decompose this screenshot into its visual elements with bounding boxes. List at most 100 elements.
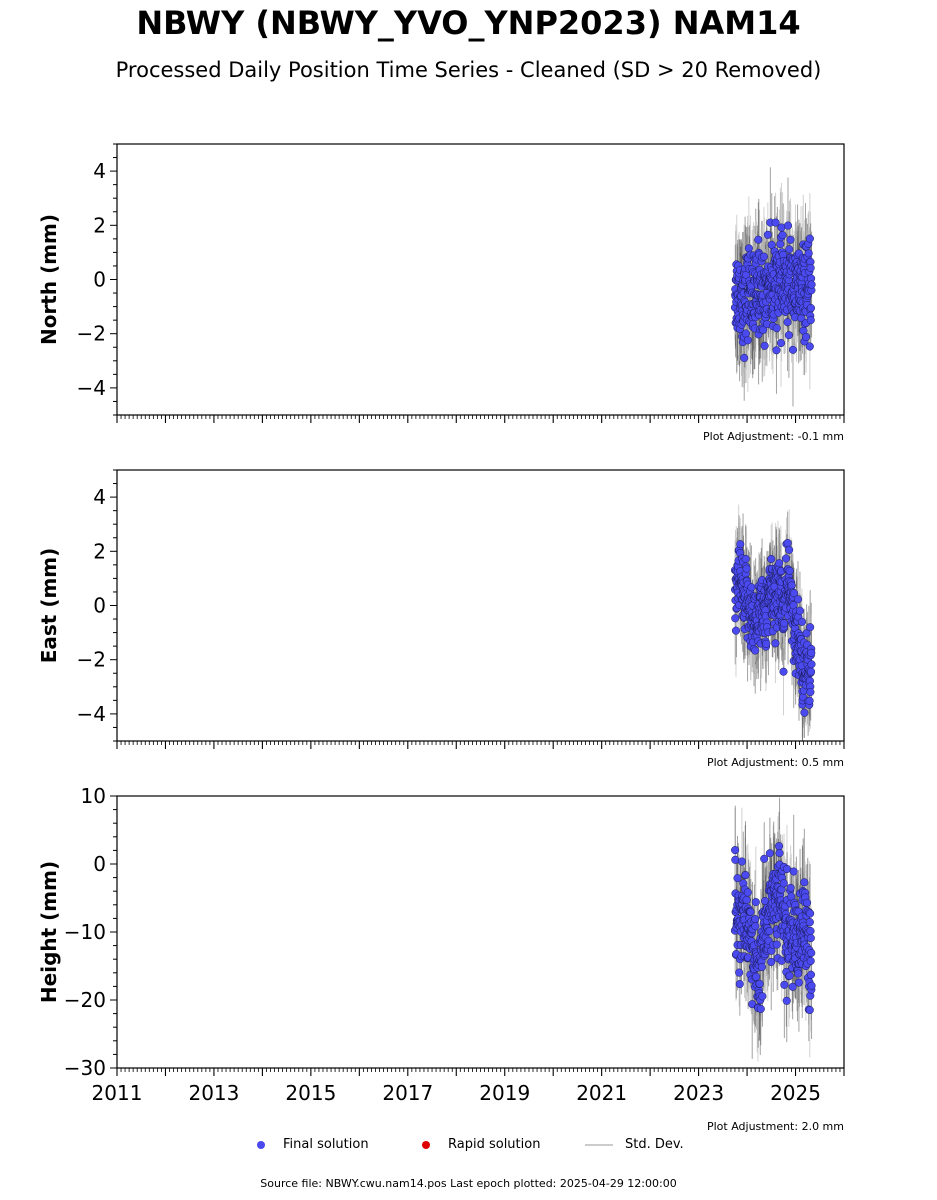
final-point <box>806 909 815 918</box>
x-tick-label: 2013 <box>188 1081 239 1105</box>
panel-2: −30 −20 −10 0 10 2011 2013 2015 2017 2019 2021 2023… <box>37 784 845 1133</box>
final-point <box>805 1005 814 1015</box>
final-point <box>767 957 776 967</box>
legend-stddev: Std. Dev. <box>585 1137 684 1152</box>
y-tick-label: 4 <box>93 485 106 509</box>
y-tick-label: 0 <box>93 594 106 618</box>
legend-final: Final solution <box>257 1137 369 1152</box>
final-point <box>755 979 764 988</box>
final-point <box>785 545 794 554</box>
final-point <box>741 554 750 564</box>
final-point <box>801 332 811 341</box>
y-axis-label: Height (mm) <box>37 861 61 1003</box>
y-tick-label: −10 <box>64 920 106 944</box>
final-point <box>786 235 795 244</box>
final-point <box>731 626 741 635</box>
final-point <box>785 566 794 575</box>
final-point <box>781 554 791 563</box>
legend-stddev-label: Std. Dev. <box>625 1137 684 1152</box>
legend: Final solution Rapid solution Std. Dev. <box>0 1137 937 1157</box>
plot-adjustment-label: Plot Adjustment: 0.5 mm <box>707 756 844 769</box>
legend-rapid-label: Rapid solution <box>448 1137 541 1152</box>
final-point <box>806 316 815 325</box>
final-point <box>790 589 799 598</box>
x-tick-label: 2017 <box>382 1081 433 1105</box>
final-point <box>807 981 816 990</box>
y-tick-label: −20 <box>64 988 106 1012</box>
final-point <box>775 842 784 851</box>
final-point <box>742 564 751 573</box>
final-point <box>780 980 789 989</box>
final-point <box>805 342 814 351</box>
final-point <box>806 304 815 313</box>
y-tick-label: 0 <box>93 852 106 876</box>
final-point <box>783 318 792 327</box>
final-point <box>759 252 768 261</box>
final-point <box>789 867 798 876</box>
final-point <box>760 854 769 863</box>
final-point <box>772 324 781 333</box>
chart-subtitle: Processed Daily Position Time Series - C… <box>115 58 822 82</box>
final-point <box>776 338 786 348</box>
final-point <box>772 940 781 949</box>
final-point <box>794 978 803 987</box>
final-point <box>779 667 788 676</box>
final-point <box>806 956 815 966</box>
y-tick-label: 0 <box>93 268 106 292</box>
final-solution-marker-icon <box>257 1140 265 1149</box>
y-tick-label: 2 <box>93 539 106 563</box>
final-point <box>772 346 781 355</box>
final-point <box>806 263 815 272</box>
final-point <box>762 639 771 648</box>
chart-title: NBWY (NBWY_YVO_YNP2023) NAM14 <box>136 4 801 42</box>
final-point <box>736 540 745 549</box>
final-point <box>785 971 794 980</box>
final-point <box>806 623 815 632</box>
panel-1: −4 −2 0 2 4 East (mm) Plot Adjustment: 0.5 mm <box>37 469 845 769</box>
final-point <box>759 325 768 334</box>
final-point <box>740 353 749 362</box>
final-point <box>788 345 798 354</box>
final-point <box>767 554 776 564</box>
final-point <box>757 963 766 972</box>
final-point <box>765 849 774 858</box>
final-point <box>800 708 809 717</box>
final-point <box>807 648 816 657</box>
final-point <box>754 235 763 244</box>
final-point <box>806 970 816 979</box>
final-point <box>763 230 772 239</box>
y-tick-label: 2 <box>93 213 106 237</box>
final-point <box>743 336 752 345</box>
final-point <box>783 221 793 230</box>
legend-final-label: Final solution <box>283 1137 369 1152</box>
final-point <box>807 660 816 669</box>
final-point <box>751 914 760 924</box>
plot-adjustment-label: Plot Adjustment: -0.1 mm <box>703 430 844 443</box>
final-point <box>802 629 811 638</box>
final-point <box>756 1004 765 1013</box>
final-point <box>782 996 791 1005</box>
final-point <box>733 874 742 883</box>
final-point <box>751 922 760 931</box>
final-point <box>775 559 784 568</box>
final-point <box>805 234 814 243</box>
final-point <box>760 341 769 350</box>
x-tick-label: 2023 <box>673 1081 724 1105</box>
final-point <box>771 218 780 227</box>
final-point <box>778 231 787 240</box>
final-point <box>785 245 794 254</box>
legend-rapid: Rapid solution <box>422 1137 540 1152</box>
y-tick-label: 10 <box>81 784 106 808</box>
final-point <box>793 595 803 604</box>
final-point <box>807 280 816 289</box>
final-point <box>805 918 814 927</box>
final-point <box>779 879 788 888</box>
final-point <box>751 898 760 907</box>
final-point <box>787 581 796 590</box>
final-points <box>730 538 816 717</box>
x-tick-label: 2025 <box>770 1081 821 1105</box>
y-tick-label: −2 <box>77 322 106 346</box>
final-point <box>737 857 746 866</box>
final-points <box>730 842 816 1015</box>
